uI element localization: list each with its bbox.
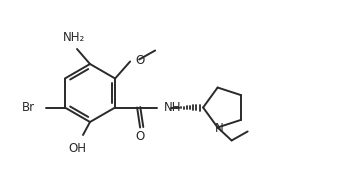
Text: NH: NH: [164, 101, 181, 114]
Text: N: N: [215, 122, 224, 135]
Text: Br: Br: [22, 101, 35, 114]
Text: O: O: [135, 130, 145, 143]
Text: OH: OH: [68, 143, 86, 156]
Text: O: O: [135, 54, 144, 67]
Text: NH₂: NH₂: [63, 30, 85, 44]
